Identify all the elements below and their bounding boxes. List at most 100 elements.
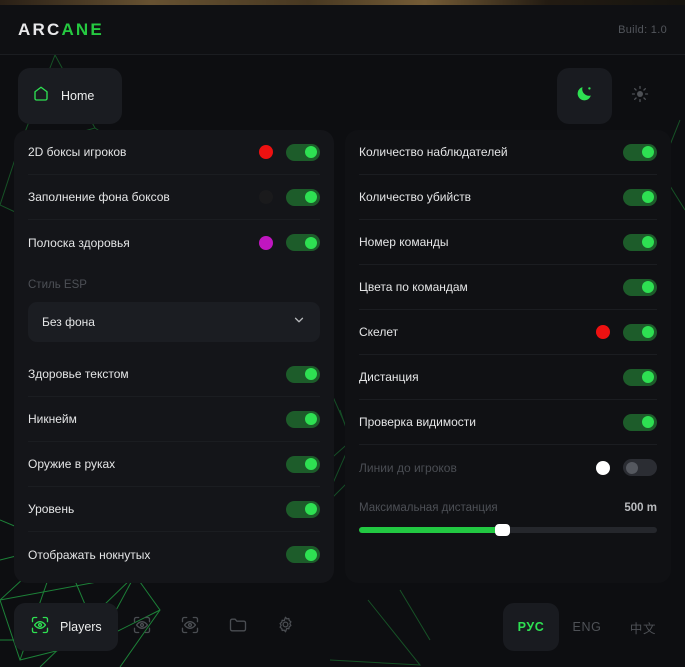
- logo-text-primary: ARC: [18, 19, 62, 39]
- setting-row: Скелет: [359, 310, 657, 355]
- gear-icon: [276, 615, 295, 639]
- setting-row-label: Номер команды: [359, 235, 449, 249]
- toggle-knob: [626, 461, 638, 474]
- slider-fill: [359, 527, 503, 533]
- home-pentagon-icon: [32, 85, 50, 108]
- language-button[interactable]: ENG: [572, 620, 602, 634]
- top-navigation-bar: Home: [18, 68, 667, 124]
- theme-light-button[interactable]: [612, 68, 667, 124]
- setting-row-label: 2D боксы игроков: [28, 145, 127, 159]
- setting-row: Цвета по командам: [359, 265, 657, 310]
- app-logo: ARCANE: [18, 20, 104, 40]
- nav-button-gear[interactable]: [262, 603, 310, 651]
- toggle-knob: [642, 371, 654, 383]
- setting-toggle[interactable]: [623, 233, 657, 251]
- folder-icon: [228, 615, 248, 640]
- setting-toggle[interactable]: [623, 459, 657, 476]
- setting-row: Здоровье текстом: [28, 352, 320, 397]
- setting-row-controls: [286, 410, 320, 428]
- setting-toggle[interactable]: [623, 143, 657, 161]
- setting-toggle[interactable]: [286, 234, 320, 251]
- setting-row-controls: [623, 143, 657, 161]
- settings-content: 2D боксы игроков Заполнение фона боксов По…: [0, 130, 685, 595]
- setting-row: 2D боксы игроков: [28, 130, 320, 175]
- color-swatch[interactable]: [259, 145, 273, 159]
- setting-toggle[interactable]: [623, 188, 657, 206]
- color-swatch[interactable]: [596, 325, 610, 339]
- toggle-knob: [305, 191, 317, 203]
- setting-row-controls: [286, 455, 320, 473]
- color-swatch[interactable]: [259, 235, 273, 250]
- setting-row-label: Дистанция: [359, 370, 419, 384]
- tab-home-label: Home: [61, 89, 95, 103]
- toggle-knob: [305, 503, 317, 515]
- language-switcher: РУС ENG 中文: [503, 603, 671, 651]
- max-distance-slider[interactable]: [359, 524, 657, 536]
- esp-style-select-block: Стиль ESP Без фона: [28, 265, 320, 352]
- max-distance-header: Максимальная дистанция 500 m: [359, 502, 657, 514]
- setting-toggle[interactable]: [286, 546, 320, 563]
- setting-row: Проверка видимости: [359, 400, 657, 445]
- crosshair-eye-icon: [180, 615, 200, 640]
- bottom-bar: Players РУС ENG 中文: [0, 595, 685, 667]
- nav-button-crosshair-eye[interactable]: [118, 603, 166, 651]
- setting-row-controls: [259, 188, 320, 206]
- left-rows-bottom: Здоровье текстом Никнейм Оружие в руках Уро…: [28, 352, 320, 577]
- setting-toggle[interactable]: [623, 368, 657, 386]
- setting-row-label: Здоровье текстом: [28, 367, 129, 381]
- right-rows: Количество наблюдателей Количество убийст…: [359, 130, 657, 490]
- toggle-knob: [305, 368, 317, 380]
- setting-row-controls: [596, 323, 657, 341]
- setting-toggle[interactable]: [286, 188, 320, 206]
- setting-toggle[interactable]: [623, 323, 657, 341]
- setting-toggle[interactable]: [286, 500, 320, 518]
- max-distance-value: 500 m: [624, 502, 657, 514]
- setting-row: Оружие в руках: [28, 442, 320, 487]
- setting-row-label: Линии до игроков: [359, 460, 457, 475]
- settings-panel-right: Количество наблюдателей Количество убийст…: [345, 130, 671, 583]
- setting-row-controls: [286, 365, 320, 383]
- toggle-knob: [305, 548, 317, 561]
- nav-item-players[interactable]: Players: [14, 603, 118, 651]
- setting-row-label: Скелет: [359, 325, 399, 339]
- color-swatch[interactable]: [259, 190, 273, 204]
- setting-toggle[interactable]: [286, 143, 320, 161]
- language-button[interactable]: 中文: [629, 621, 657, 636]
- max-distance-label: Максимальная дистанция: [359, 502, 498, 514]
- setting-toggle[interactable]: [286, 410, 320, 428]
- setting-row-label: Оружие в руках: [28, 457, 116, 471]
- color-swatch[interactable]: [596, 460, 610, 475]
- crosshair-eye-icon: [30, 615, 50, 640]
- setting-toggle[interactable]: [286, 365, 320, 383]
- nav-button-crosshair-eye[interactable]: [166, 603, 214, 651]
- sun-icon: [631, 85, 649, 108]
- setting-row-label: Уровень: [28, 502, 75, 516]
- setting-toggle[interactable]: [623, 278, 657, 296]
- language-button[interactable]: РУС: [503, 603, 559, 651]
- setting-row-label: Цвета по командам: [359, 280, 468, 294]
- logo-text-accent: ANE: [61, 19, 104, 39]
- left-rows-top: 2D боксы игроков Заполнение фона боксов По…: [28, 130, 320, 265]
- setting-row-label: Отображать нокнутых: [28, 547, 151, 562]
- setting-row-controls: [623, 413, 657, 431]
- setting-row: Дистанция: [359, 355, 657, 400]
- toggle-knob: [642, 236, 654, 248]
- tab-home[interactable]: Home: [18, 68, 122, 124]
- settings-panel-left: 2D боксы игроков Заполнение фона боксов По…: [14, 130, 334, 583]
- crosshair-eye-icon: [132, 615, 152, 640]
- setting-row-label: Заполнение фона боксов: [28, 190, 170, 204]
- setting-row: Количество убийств: [359, 175, 657, 220]
- theme-dark-button[interactable]: [557, 68, 612, 124]
- setting-row-label: Никнейм: [28, 412, 77, 426]
- setting-row-controls: [623, 278, 657, 296]
- esp-style-select[interactable]: Без фона: [28, 302, 320, 342]
- setting-row-controls: [623, 368, 657, 386]
- setting-row: Линии до игроков: [359, 445, 657, 490]
- setting-row-label: Полоска здоровья: [28, 235, 130, 250]
- nav-button-folder[interactable]: [214, 603, 262, 651]
- setting-row-controls: [596, 459, 657, 476]
- setting-toggle[interactable]: [623, 413, 657, 431]
- slider-handle[interactable]: [495, 524, 511, 536]
- setting-toggle[interactable]: [286, 455, 320, 473]
